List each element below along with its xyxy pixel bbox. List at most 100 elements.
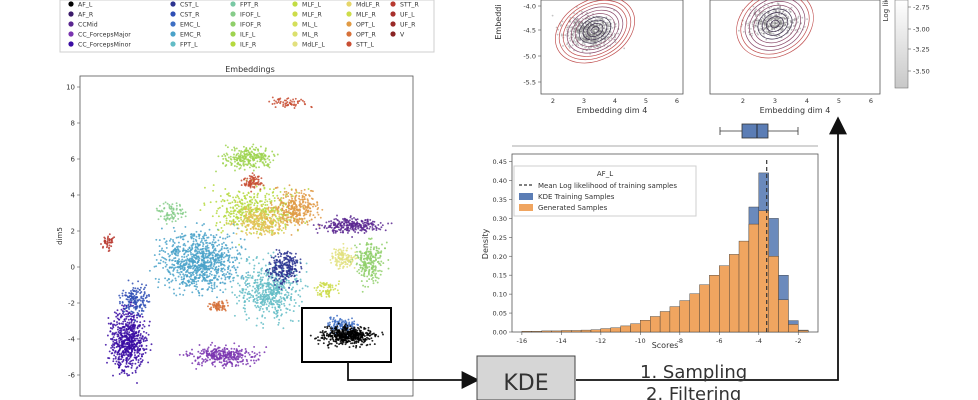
generated-bar <box>659 311 671 333</box>
flow-arrows <box>347 116 847 389</box>
histogram-x-tick: -14 <box>556 337 567 345</box>
generated-bar <box>748 223 760 333</box>
colorbar: -2.75 -3.00 -3.25 -3.50 Log lik <box>882 0 930 89</box>
embeddings-y-tick: 2 <box>71 228 75 236</box>
generated-bar <box>738 240 750 333</box>
contour-x-tick: 4 <box>805 97 809 105</box>
histogram-y-tick: 0.45 <box>493 158 507 166</box>
histogram-y-tick: 0.00 <box>493 329 507 337</box>
generated-bar <box>758 210 769 333</box>
legend-label: UF_R <box>400 22 416 29</box>
contour-x-tick: 5 <box>644 97 648 105</box>
generated-bar <box>571 330 582 333</box>
histogram-y-tick: 0.10 <box>493 291 507 299</box>
legend-label: ML_L <box>302 22 318 29</box>
histogram-plot: 0.45 0.40 0.35 0.30 0.25 0.20 0.15 0.10 0.05 0.00… <box>481 123 819 350</box>
generated-bar <box>798 330 809 333</box>
histogram-x-tick: -6 <box>716 337 722 345</box>
step-sampling: 1. Sampling <box>640 362 747 383</box>
selection-box <box>301 307 392 363</box>
contour-y-tick: -5.5 <box>523 79 536 87</box>
legend-label: MdLF_R <box>356 2 380 9</box>
legend-label: EMC_L <box>180 22 201 29</box>
histogram-y-tick: 0.15 <box>493 272 507 280</box>
legend-marker <box>390 21 396 27</box>
legend-marker <box>390 31 396 37</box>
histogram-xlabel: Scores <box>652 341 679 350</box>
legend-label: EMC_R <box>180 32 202 39</box>
legend-marker <box>292 21 298 27</box>
embeddings-y-tick: -6 <box>68 372 76 380</box>
histogram-y-tick: 0.20 <box>493 253 507 261</box>
generated-bar <box>551 330 562 333</box>
contour-x-tick: 4 <box>613 97 617 105</box>
legend-marker <box>170 41 176 47</box>
contour-xlabel-right: Embedding dim 4 <box>760 106 831 115</box>
legend-marker <box>230 41 236 47</box>
histogram-x-tick: -8 <box>677 337 683 345</box>
legend-label: AF_L <box>78 2 93 9</box>
legend-marker <box>292 11 298 17</box>
legend-marker <box>68 31 74 37</box>
colorbar-label: Log lik <box>882 0 890 21</box>
generated-bar <box>709 275 720 333</box>
legend-marker <box>68 21 74 27</box>
embeddings-y-tick: 0 <box>71 264 75 272</box>
generated-bar <box>610 327 621 333</box>
generated-bar <box>650 316 661 333</box>
embeddings-y-tick: 8 <box>71 120 75 128</box>
legend-label: IFOF_L <box>240 12 261 19</box>
histogram-x-tick: -12 <box>596 337 607 345</box>
legend-label: CST_L <box>180 2 199 9</box>
legend-marker <box>170 1 176 7</box>
generated-bar <box>531 331 542 333</box>
legend-marker <box>68 1 74 7</box>
generated-bar <box>590 329 602 333</box>
legend-marker <box>346 1 352 7</box>
contour-y-tick: -4.0 <box>523 3 536 11</box>
boxplot <box>512 123 818 147</box>
contour-y-ticks: -4.0 -4.5 -5.0 -5.5 <box>523 3 541 87</box>
arrow-to-contours <box>576 116 847 381</box>
generated-bar <box>679 300 690 333</box>
contour-x-tick: 2 <box>741 97 745 105</box>
generated-bar <box>788 324 799 333</box>
legend-label: CC_ForcepsMinor <box>78 42 131 49</box>
legend-label: FPT_L <box>180 42 198 49</box>
legend-label: OPT_L <box>356 22 375 29</box>
legend-marker <box>230 1 236 7</box>
generated-bar <box>630 323 641 333</box>
generated-bar <box>640 320 651 333</box>
legend-marker <box>292 31 298 37</box>
histogram-y-tick: 0.40 <box>493 177 507 185</box>
legend-marker <box>170 11 176 17</box>
histogram-x-tick: -2 <box>795 337 801 345</box>
histogram-x-tick: -10 <box>635 337 646 345</box>
legend-label: ML_R <box>302 32 319 39</box>
legend-marker <box>346 41 352 47</box>
embeddings-plot: Embeddings dim5 10 8 6 4 2 0 -2 -4 -6 <box>56 65 414 397</box>
generated-bar <box>699 284 710 333</box>
contour-x-tick: 3 <box>582 97 586 105</box>
legend-generated-label: Generated Samples <box>538 204 608 212</box>
embeddings-y-tick: 6 <box>71 156 76 164</box>
legend-marker <box>68 41 74 47</box>
embeddings-y-tick: 4 <box>71 192 76 200</box>
legend-marker <box>292 41 298 47</box>
contour-ylabel: Embeddi <box>494 4 503 39</box>
generated-bar <box>729 254 740 333</box>
contour-x-tick: 2 <box>551 97 555 105</box>
generated-bar <box>620 325 631 333</box>
histogram-y-tick: 0.30 <box>493 215 507 223</box>
generated-bar <box>778 299 789 333</box>
arrow-to-kde <box>347 362 480 389</box>
contour-x-tick: 3 <box>773 97 777 105</box>
legend-label: IFOF_R <box>240 22 262 29</box>
embeddings-y-tick: -2 <box>68 300 75 308</box>
legend-marker <box>170 31 176 37</box>
embeddings-y-tick: 10 <box>66 84 75 92</box>
kde-box: KDE <box>476 355 576 400</box>
generated-bar <box>689 293 700 333</box>
generated-bar <box>561 330 572 333</box>
